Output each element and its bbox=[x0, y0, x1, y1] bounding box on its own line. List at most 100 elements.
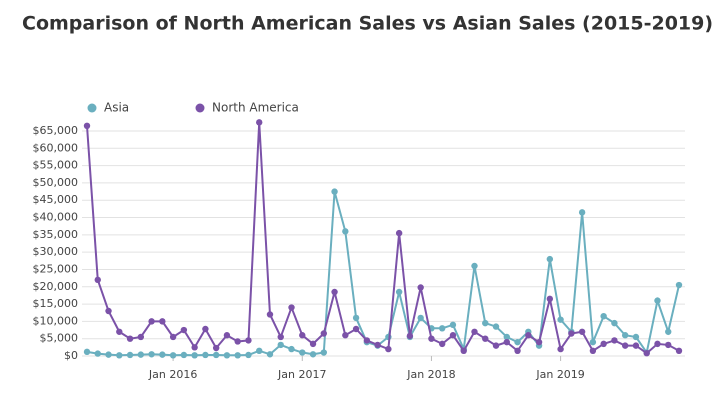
data-point bbox=[83, 348, 91, 356]
data-point bbox=[449, 332, 457, 339]
data-point bbox=[654, 297, 661, 304]
data-point bbox=[589, 338, 597, 346]
data-point bbox=[385, 345, 392, 353]
data-point bbox=[395, 229, 403, 237]
data-point bbox=[309, 340, 317, 348]
data-point bbox=[212, 351, 220, 359]
data-point bbox=[632, 333, 640, 341]
data-point bbox=[137, 333, 145, 341]
data-point bbox=[223, 352, 231, 359]
data-point bbox=[320, 349, 327, 356]
data-point bbox=[309, 351, 317, 358]
data-point bbox=[675, 347, 683, 355]
x-tick-label: Jan 2017 bbox=[277, 368, 326, 381]
y-tick-label: $45,000 bbox=[33, 193, 79, 206]
data-point bbox=[256, 347, 263, 355]
data-point bbox=[374, 341, 381, 349]
data-point bbox=[169, 333, 177, 341]
legend-label: North America bbox=[212, 101, 299, 115]
series-line bbox=[86, 191, 680, 357]
data-point bbox=[665, 341, 672, 349]
x-tick-label: Jan 2016 bbox=[148, 368, 197, 381]
data-point bbox=[557, 345, 564, 353]
data-point bbox=[471, 262, 478, 270]
data-point bbox=[546, 255, 554, 263]
data-point bbox=[266, 351, 274, 358]
data-point bbox=[363, 337, 371, 344]
legend-label: Asia bbox=[104, 101, 129, 115]
data-point bbox=[643, 350, 650, 357]
data-point bbox=[159, 351, 166, 358]
data-point bbox=[105, 307, 112, 315]
y-tick-label: $30,000 bbox=[33, 245, 79, 258]
y-tick-label: $55,000 bbox=[33, 159, 79, 172]
data-point bbox=[546, 295, 554, 303]
data-point bbox=[202, 351, 209, 359]
data-point bbox=[202, 325, 209, 333]
data-point bbox=[557, 316, 564, 323]
data-point bbox=[525, 332, 532, 339]
data-point bbox=[277, 333, 284, 341]
data-point bbox=[288, 304, 295, 311]
data-point bbox=[578, 209, 586, 216]
y-tick-label: $65,000 bbox=[33, 124, 79, 137]
data-point bbox=[600, 312, 607, 320]
data-point bbox=[137, 351, 145, 358]
data-point bbox=[395, 288, 403, 296]
data-point bbox=[482, 335, 489, 342]
data-point bbox=[503, 333, 510, 341]
data-point bbox=[611, 319, 618, 327]
data-point bbox=[191, 344, 198, 351]
data-point bbox=[191, 352, 198, 359]
data-point bbox=[621, 342, 629, 349]
y-tick-label: $25,000 bbox=[33, 262, 79, 275]
data-point bbox=[245, 337, 252, 344]
data-point bbox=[299, 349, 306, 356]
data-point bbox=[320, 330, 327, 337]
data-point bbox=[288, 345, 295, 353]
data-point bbox=[159, 318, 166, 325]
data-point bbox=[665, 328, 672, 335]
data-point bbox=[578, 328, 586, 335]
data-point bbox=[94, 276, 101, 284]
data-point bbox=[234, 338, 241, 345]
data-point bbox=[148, 351, 155, 358]
chart-title: Comparison of North American Sales vs As… bbox=[22, 13, 713, 35]
data-point bbox=[212, 344, 220, 352]
data-point bbox=[169, 352, 177, 359]
data-point bbox=[428, 335, 435, 342]
data-point bbox=[417, 314, 424, 322]
data-point bbox=[116, 352, 123, 359]
y-tick-label: $20,000 bbox=[33, 280, 79, 293]
data-point bbox=[180, 351, 188, 359]
data-point bbox=[83, 122, 91, 130]
data-point bbox=[514, 338, 521, 346]
data-point bbox=[439, 340, 446, 348]
data-point bbox=[94, 350, 101, 357]
y-tick-label: $10,000 bbox=[33, 314, 79, 327]
data-point bbox=[406, 332, 414, 340]
y-tick-label: $60,000 bbox=[33, 141, 79, 154]
data-point bbox=[352, 314, 360, 322]
data-point bbox=[449, 321, 457, 329]
data-point bbox=[180, 326, 188, 334]
data-point bbox=[621, 332, 629, 339]
y-tick-label: $5,000 bbox=[40, 332, 79, 345]
y-tick-label: $50,000 bbox=[33, 176, 79, 189]
x-tick-label: Jan 2019 bbox=[535, 368, 584, 381]
data-point bbox=[105, 351, 112, 358]
data-point bbox=[460, 347, 467, 355]
data-point bbox=[331, 288, 338, 296]
data-point bbox=[245, 351, 252, 359]
data-point bbox=[503, 338, 510, 346]
data-point bbox=[439, 325, 446, 332]
data-point bbox=[417, 284, 424, 291]
data-point bbox=[126, 351, 134, 359]
data-point bbox=[589, 347, 597, 355]
data-point bbox=[535, 338, 543, 346]
data-point bbox=[492, 342, 500, 349]
data-point bbox=[352, 325, 360, 333]
y-tick-label: $40,000 bbox=[33, 211, 79, 224]
data-point bbox=[126, 335, 134, 342]
